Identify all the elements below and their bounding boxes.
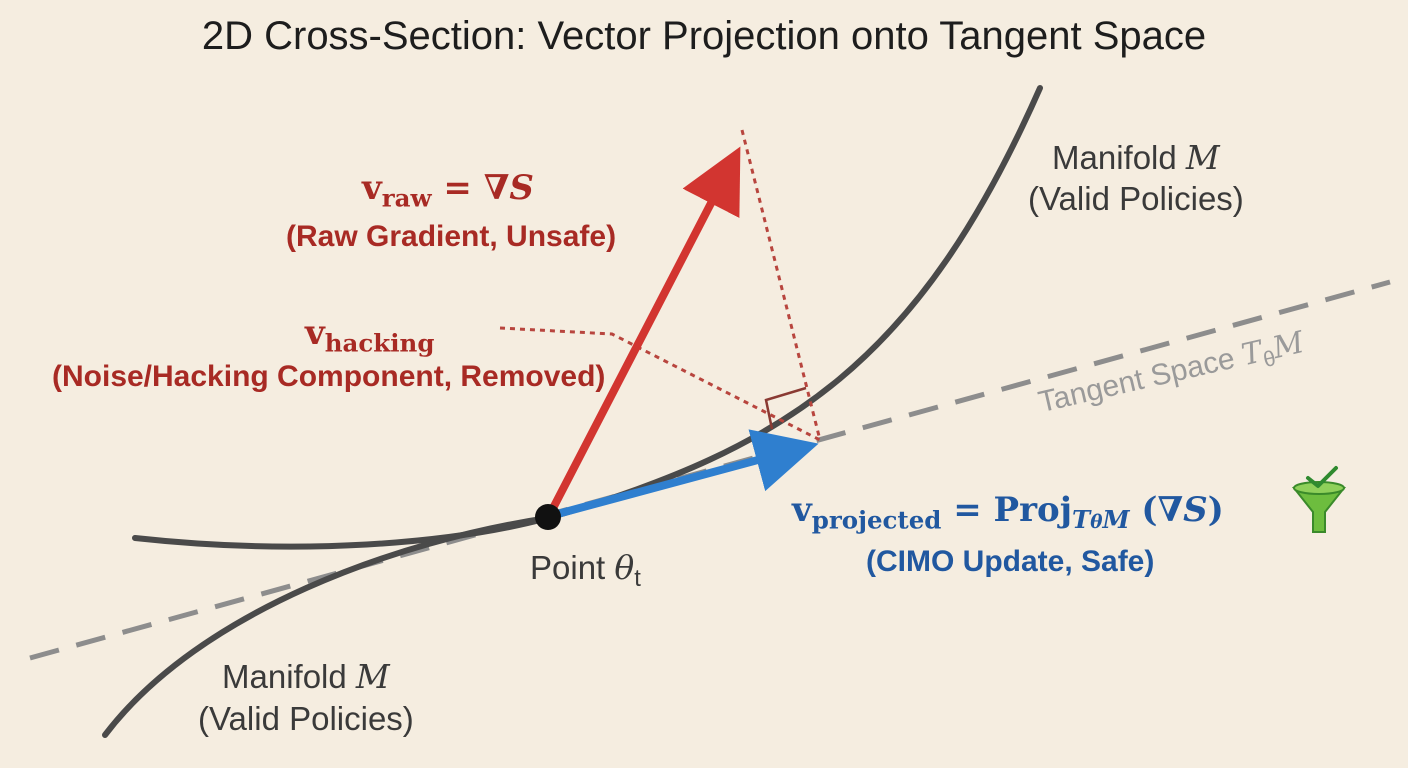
projected-open: (∇ — [1129, 490, 1184, 530]
point-theta-dot — [535, 504, 561, 530]
manifold-label-upper-text: Manifold — [1052, 139, 1177, 176]
projected-M: M — [1102, 505, 1130, 535]
right-angle-marker — [764, 386, 807, 430]
dotted-raw-to-projected — [740, 129, 822, 441]
hacking-sub: hacking — [324, 328, 435, 358]
raw-gradient-arrow — [546, 146, 741, 516]
projected-v: v — [792, 490, 812, 530]
dotted-hacking-pointer — [499, 326, 821, 442]
projected-sub: projected — [811, 505, 942, 535]
manifold-sub-upper: (Valid Policies) — [1028, 180, 1244, 217]
manifold-label-upper: Manifold M — [1052, 138, 1220, 177]
projected-close: ) — [1207, 490, 1224, 530]
projected-arrow — [548, 429, 819, 520]
manifold-curve-upper — [132, 85, 1043, 550]
projected-formula: vprojected = ProjTθM (∇S) — [792, 490, 1224, 534]
raw-v: v — [362, 168, 382, 208]
projected-T: T — [1072, 505, 1091, 535]
projected-S: S — [1183, 490, 1208, 530]
manifold-label-upper-symbol: M — [1185, 138, 1220, 177]
hacking-desc: (Noise/Hacking Component, Removed) — [52, 360, 606, 393]
projected-desc: (CIMO Update, Safe) — [866, 545, 1155, 578]
diagram-title: 2D Cross-Section: Vector Projection onto… — [201, 14, 1207, 58]
tangent-space-line — [29, 279, 1391, 661]
manifold-label-lower-symbol: M — [355, 657, 390, 696]
manifold-sub-lower: (Valid Policies) — [198, 700, 414, 737]
raw-S: S — [509, 168, 534, 208]
raw-gradient-desc: (Raw Gradient, Unsafe) — [286, 220, 617, 253]
funnel-check-icon — [1291, 466, 1347, 533]
raw-gradient-formula: vraw = ∇S — [362, 168, 534, 212]
raw-sub: raw — [381, 183, 432, 213]
point-symbol: θ — [614, 548, 635, 587]
point-text: Point — [530, 549, 606, 586]
point-label: Point θt — [530, 548, 641, 593]
manifold-label-lower: Manifold M — [222, 657, 390, 696]
projected-eq: = Proj — [953, 490, 1073, 530]
hacking-v: v — [305, 313, 325, 353]
point-subscript: t — [634, 565, 641, 593]
raw-eq: = ∇ — [443, 168, 510, 208]
projected-theta: θ — [1090, 512, 1103, 534]
manifold-curve-lower — [102, 515, 551, 738]
hacking-formula: vhacking — [305, 313, 434, 357]
manifold-label-lower-text: Manifold — [222, 658, 347, 695]
